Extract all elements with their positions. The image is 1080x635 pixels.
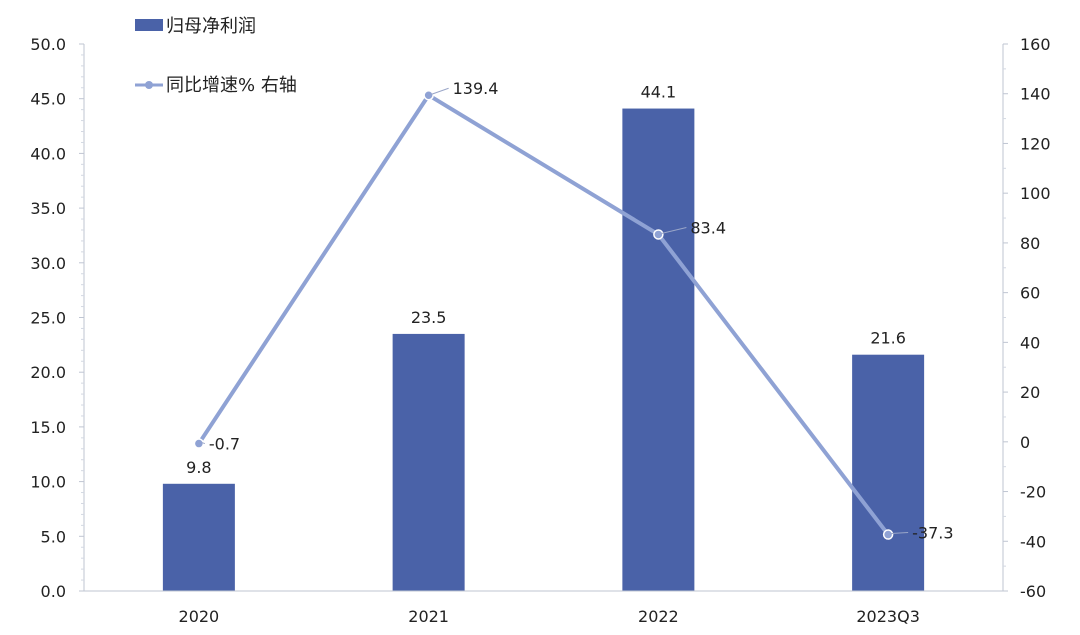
left-axis-tick-label: 20.0	[30, 363, 66, 382]
growth-rate-point	[653, 229, 664, 240]
left-axis-tick-label: 50.0	[30, 35, 66, 54]
left-axis-tick-label: 5.0	[41, 527, 66, 546]
bar-2023Q3	[852, 354, 925, 591]
left-axis-ticks: 0.0 5.0 10.0 15.0 20.0 25.0 30.0 35.0 40.0 45.0 50…	[30, 35, 85, 601]
growth-rate-line	[196, 93, 891, 537]
growth-rate-point	[193, 438, 205, 449]
data-labels: 9.8 23.5 44.1 21.6 -0.7 139.4 83.4 -37.3	[186, 79, 953, 542]
right-axis-tick-label: 100	[1020, 184, 1051, 203]
growth-rate-point	[882, 529, 894, 540]
x-axis-tick-label: 2023Q3	[856, 607, 920, 626]
legend-bar-swatch	[135, 19, 163, 31]
growth-rate-leader	[661, 226, 687, 234]
x-axis-tick-label: 2022	[638, 607, 679, 626]
bar-2022	[622, 108, 695, 592]
bar-data-label: 44.1	[641, 83, 677, 102]
growth-rate-data-label: 139.4	[453, 79, 499, 98]
growth-rate-data-label: -0.7	[209, 435, 240, 454]
bar-2020	[162, 483, 235, 591]
growth-rate-leader	[431, 87, 449, 95]
growth-rate-leader	[201, 442, 206, 445]
left-axis-tick-label: 35.0	[30, 199, 66, 218]
right-axis-tick-label: 0	[1020, 433, 1030, 452]
left-axis-tick-label: 15.0	[30, 418, 66, 437]
x-axis-tick-label: 2020	[179, 607, 220, 626]
legend-line-label: 同比增速% 右轴	[166, 75, 297, 96]
right-axis-tick-label: -20	[1020, 483, 1046, 502]
growth-rate-data-label: 83.4	[690, 218, 726, 237]
right-axis-ticks: -60 -40 -20 0 20 40 60 80 100 120 140 160	[1002, 35, 1051, 601]
bar-2021	[392, 333, 465, 591]
right-axis-tick-label: 60	[1020, 284, 1040, 303]
left-axis-tick-label: 30.0	[30, 254, 66, 273]
bar-data-label: 9.8	[186, 458, 211, 477]
legend-line-marker	[145, 81, 153, 89]
right-axis-tick-label: -40	[1020, 532, 1046, 551]
left-axis-tick-label: 40.0	[30, 144, 66, 163]
legend-bar-label: 归母净利润	[166, 16, 256, 37]
growth-rate-data-label: -37.3	[912, 524, 953, 543]
left-axis-tick-label: 45.0	[30, 90, 66, 109]
right-axis-tick-label: 120	[1020, 134, 1051, 153]
right-axis-tick-label: 20	[1020, 383, 1040, 402]
x-axis-tick-label: 2021	[408, 607, 449, 626]
line-layer	[193, 89, 894, 540]
right-axis-tick-label: 40	[1020, 333, 1040, 352]
x-axis: 2020 2021 2022 2023Q3	[84, 590, 1003, 626]
left-axis-tick-label: 0.0	[41, 582, 66, 601]
bar-data-label: 23.5	[411, 308, 447, 327]
right-axis-tick-label: 140	[1020, 85, 1051, 104]
bar-data-label: 21.6	[870, 329, 906, 348]
left-axis-tick-label: 10.0	[30, 473, 66, 492]
bars	[162, 108, 925, 592]
right-axis-tick-label: -60	[1020, 582, 1046, 601]
right-axis-tick-label: 160	[1020, 35, 1051, 54]
left-axis-tick-label: 25.0	[30, 309, 66, 328]
legend: 归母净利润 同比增速% 右轴	[135, 16, 297, 96]
growth-rate-leader	[891, 532, 909, 535]
growth-rate-point	[423, 89, 434, 101]
right-axis-tick-label: 80	[1020, 234, 1040, 253]
